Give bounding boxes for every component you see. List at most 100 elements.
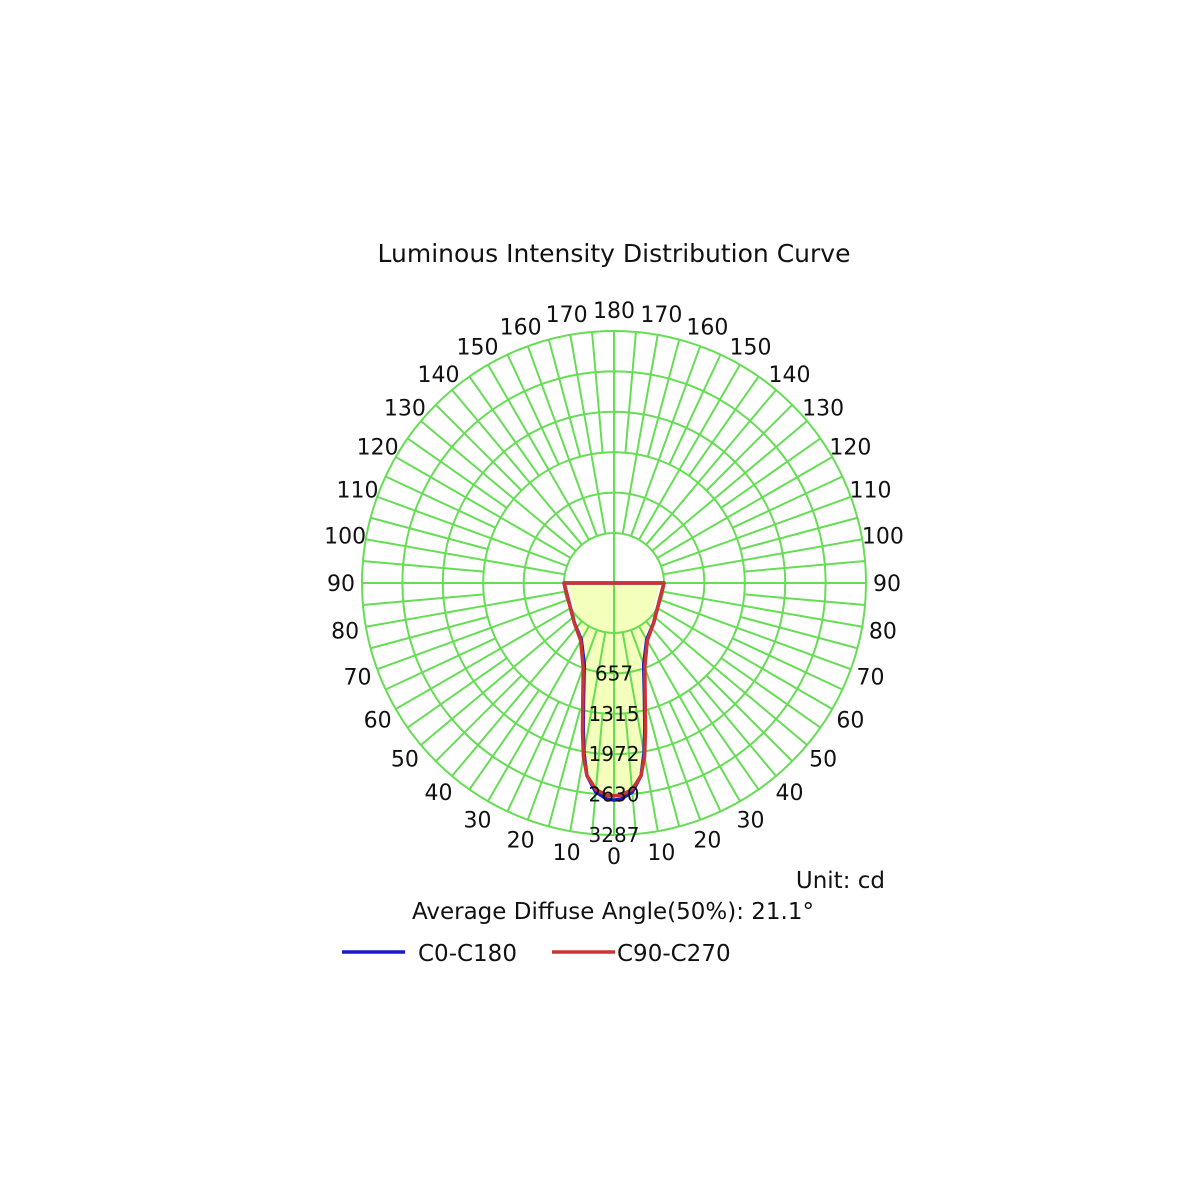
radial-value-label: 1972 xyxy=(589,742,640,766)
grid-spoke-minor xyxy=(407,657,508,729)
grid-spoke xyxy=(376,599,568,671)
grid-spoke xyxy=(395,456,572,559)
grid-spoke-minor xyxy=(744,593,866,606)
grid-spoke xyxy=(660,495,852,567)
grid-spoke-minor xyxy=(370,615,488,650)
angle-label-right: 110 xyxy=(850,479,892,504)
angle-label-left: 50 xyxy=(391,748,419,773)
angle-label-right: 60 xyxy=(836,709,864,734)
angle-label-left: 60 xyxy=(364,709,392,734)
angle-label-left: 130 xyxy=(384,397,426,422)
grid-spoke-minor xyxy=(744,560,866,573)
grid-spoke xyxy=(630,345,702,537)
angle-label-right: 80 xyxy=(869,619,897,644)
grid-spoke-minor xyxy=(591,713,604,835)
grid-spoke-minor xyxy=(547,709,582,827)
grid-spoke-minor xyxy=(362,560,484,573)
grid-spoke-minor xyxy=(720,437,821,509)
curve-layer xyxy=(562,581,666,802)
angle-label-right: 160 xyxy=(686,316,728,341)
angle-label-left: 100 xyxy=(324,525,366,550)
angle-label-right: 140 xyxy=(769,363,811,388)
angle-label-bottom: 0 xyxy=(607,845,621,870)
angle-label-right: 120 xyxy=(829,436,871,461)
radial-value-label: 3287 xyxy=(589,823,640,847)
grid-spoke-minor xyxy=(506,354,560,465)
unit-label: Unit: cd xyxy=(796,868,885,894)
grid-spoke-minor xyxy=(385,475,496,529)
polar-grid xyxy=(361,330,867,836)
angle-label-left: 110 xyxy=(337,479,379,504)
radial-value-labels: 657 1315 1972 2630 3287 xyxy=(589,661,640,847)
angle-label-right: 40 xyxy=(776,781,804,806)
angle-label-right: 10 xyxy=(647,841,675,866)
angle-label-left: 80 xyxy=(331,619,359,644)
grid-spoke xyxy=(451,620,583,777)
grid-spoke xyxy=(621,334,659,534)
grid-spoke-minor xyxy=(624,713,637,835)
grid-spoke xyxy=(487,364,590,541)
angle-labels: 0180102030405060708090100110120130140150… xyxy=(324,299,904,870)
angle-label-left: 160 xyxy=(500,316,542,341)
grid-spoke-minor xyxy=(407,437,508,509)
angle-label-left: 150 xyxy=(457,336,499,361)
angle-label-left: 140 xyxy=(418,363,460,388)
grid-spoke xyxy=(663,538,863,576)
grid-spoke xyxy=(420,614,577,746)
chart-title: Luminous Intensity Distribution Curve xyxy=(378,239,851,268)
grid-spoke-minor xyxy=(668,354,722,465)
grid-spoke-minor xyxy=(732,475,843,529)
angle-label-right: 150 xyxy=(730,336,772,361)
legend-label-c90-c270: C90-C270 xyxy=(617,941,731,967)
radial-value-label: 1315 xyxy=(589,702,640,726)
grid-spoke-minor xyxy=(468,376,540,477)
grid-spoke xyxy=(376,495,568,567)
grid-spoke xyxy=(651,420,808,552)
grid-spoke xyxy=(651,614,808,746)
grid-spoke xyxy=(638,364,741,541)
legend-label-c0-c180: C0-C180 xyxy=(418,941,517,967)
grid-spoke xyxy=(660,599,852,671)
angle-label-top: 180 xyxy=(593,299,635,324)
angle-label-left: 10 xyxy=(553,841,581,866)
grid-spoke-minor xyxy=(705,674,793,762)
legend: C0-C180 C90-C270 xyxy=(342,941,731,967)
angle-label-right: 100 xyxy=(862,525,904,550)
radial-value-label: 657 xyxy=(595,661,633,685)
grid-spoke-minor xyxy=(668,701,722,812)
angle-label-left: 20 xyxy=(507,829,535,854)
angle-label-left: 120 xyxy=(357,436,399,461)
grid-spoke xyxy=(569,632,607,832)
angle-label-right: 70 xyxy=(857,665,885,690)
grid-spoke-minor xyxy=(624,331,637,453)
average-angle-label: Average Diffuse Angle(50%): 21.1° xyxy=(412,899,814,925)
grid-spoke xyxy=(645,389,777,546)
angle-label-right: 50 xyxy=(809,748,837,773)
grid-spoke xyxy=(487,625,590,802)
radial-value-label: 2630 xyxy=(589,783,640,807)
grid-spoke xyxy=(420,420,577,552)
grid-spoke-minor xyxy=(506,701,560,812)
angle-label-left: 70 xyxy=(344,665,372,690)
grid-spoke xyxy=(663,590,863,628)
angle-label-left: 90 xyxy=(327,572,355,597)
grid-spoke xyxy=(395,607,572,710)
grid-spoke-minor xyxy=(435,404,523,492)
grid-spoke-minor xyxy=(468,689,540,790)
grid-spoke-minor xyxy=(547,339,582,457)
grid-spoke xyxy=(365,590,565,628)
grid-spoke-minor xyxy=(435,674,523,762)
grid-spoke xyxy=(451,389,583,546)
angle-label-left: 40 xyxy=(425,781,453,806)
grid-spoke xyxy=(656,607,833,710)
grid-spoke-minor xyxy=(740,516,858,551)
grid-spoke-minor xyxy=(385,637,496,691)
angle-label-right: 170 xyxy=(640,303,682,328)
grid-spoke xyxy=(621,632,659,832)
grid-spoke xyxy=(365,538,565,576)
angle-label-right: 130 xyxy=(802,397,844,422)
angle-label-right: 30 xyxy=(737,808,765,833)
curve-c90-c270 xyxy=(562,581,666,798)
grid-spoke-minor xyxy=(732,637,843,691)
